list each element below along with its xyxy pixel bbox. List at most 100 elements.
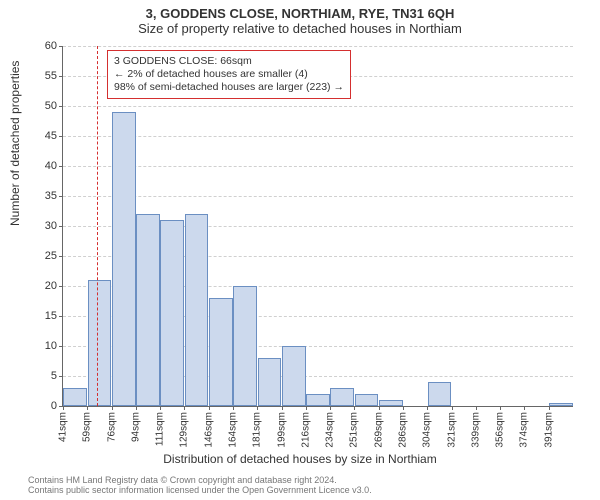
x-tick-label: 304sqm xyxy=(422,412,433,448)
x-tick-label: 41sqm xyxy=(58,412,69,442)
histogram-bar xyxy=(379,400,403,406)
y-tick-label: 35 xyxy=(35,190,57,202)
x-tick-label: 111sqm xyxy=(155,412,166,446)
histogram-bar xyxy=(233,286,257,406)
y-tick-mark xyxy=(59,226,63,227)
histogram-bar xyxy=(136,214,160,406)
y-tick-mark xyxy=(59,346,63,347)
x-tick-mark xyxy=(549,406,550,410)
gridline xyxy=(63,46,573,47)
y-tick-mark xyxy=(59,106,63,107)
page-subtitle: Size of property relative to detached ho… xyxy=(0,21,600,40)
x-axis-label: Distribution of detached houses by size … xyxy=(0,452,600,466)
y-tick-label: 10 xyxy=(35,340,57,352)
x-tick-label: 339sqm xyxy=(470,412,481,448)
histogram-bar xyxy=(355,394,379,406)
footer-attribution: Contains HM Land Registry data © Crown c… xyxy=(28,476,372,496)
annotation-line: 3 GODDENS CLOSE: 66sqm xyxy=(114,55,344,68)
x-tick-label: 321sqm xyxy=(446,412,457,448)
x-tick-mark xyxy=(87,406,88,410)
y-tick-label: 15 xyxy=(35,310,57,322)
y-axis-label: Number of detached properties xyxy=(8,61,22,226)
y-tick-mark xyxy=(59,76,63,77)
y-tick-mark xyxy=(59,316,63,317)
x-tick-label: 251sqm xyxy=(349,412,360,448)
x-tick-mark xyxy=(476,406,477,410)
y-tick-label: 25 xyxy=(35,250,57,262)
x-tick-mark xyxy=(379,406,380,410)
x-tick-mark xyxy=(524,406,525,410)
x-tick-mark xyxy=(136,406,137,410)
histogram-bar xyxy=(185,214,209,406)
y-tick-mark xyxy=(59,46,63,47)
histogram-chart: 05101520253035404550556041sqm59sqm76sqm9… xyxy=(62,46,573,407)
annotation-line: 98% of semi-detached houses are larger (… xyxy=(114,81,344,94)
x-tick-label: 374sqm xyxy=(519,412,530,448)
x-tick-mark xyxy=(354,406,355,410)
y-tick-mark xyxy=(59,376,63,377)
x-tick-label: 164sqm xyxy=(228,412,239,448)
x-tick-label: 286sqm xyxy=(398,412,409,448)
gridline xyxy=(63,106,573,107)
x-tick-label: 269sqm xyxy=(373,412,384,448)
x-tick-label: 59sqm xyxy=(82,412,93,442)
gridline xyxy=(63,166,573,167)
histogram-bar xyxy=(112,112,136,406)
histogram-bar xyxy=(282,346,306,406)
annotation-box: 3 GODDENS CLOSE: 66sqm← 2% of detached h… xyxy=(107,50,351,99)
x-tick-mark xyxy=(63,406,64,410)
y-tick-label: 40 xyxy=(35,160,57,172)
x-tick-label: 199sqm xyxy=(276,412,287,448)
histogram-bar xyxy=(428,382,452,406)
histogram-bar xyxy=(549,403,573,406)
y-tick-mark xyxy=(59,286,63,287)
y-tick-label: 50 xyxy=(35,100,57,112)
x-tick-label: 356sqm xyxy=(495,412,506,448)
histogram-bar xyxy=(330,388,354,406)
x-tick-mark xyxy=(160,406,161,410)
x-tick-mark xyxy=(112,406,113,410)
histogram-bar xyxy=(209,298,233,406)
y-tick-mark xyxy=(59,196,63,197)
x-tick-mark xyxy=(257,406,258,410)
histogram-bar xyxy=(258,358,282,406)
x-tick-mark xyxy=(282,406,283,410)
annotation-line: ← 2% of detached houses are smaller (4) xyxy=(114,68,344,81)
x-tick-label: 146sqm xyxy=(203,412,214,448)
x-tick-mark xyxy=(209,406,210,410)
y-tick-label: 20 xyxy=(35,280,57,292)
x-tick-mark xyxy=(403,406,404,410)
y-tick-mark xyxy=(59,166,63,167)
y-tick-label: 45 xyxy=(35,130,57,142)
page-title: 3, GODDENS CLOSE, NORTHIAM, RYE, TN31 6Q… xyxy=(0,0,600,21)
x-tick-mark xyxy=(500,406,501,410)
gridline xyxy=(63,136,573,137)
x-tick-mark xyxy=(306,406,307,410)
y-tick-label: 60 xyxy=(35,40,57,52)
histogram-bar xyxy=(306,394,330,406)
marker-line xyxy=(97,46,98,406)
histogram-bar xyxy=(63,388,87,406)
x-tick-mark xyxy=(233,406,234,410)
histogram-bar xyxy=(160,220,184,406)
x-tick-label: 234sqm xyxy=(325,412,336,448)
y-tick-mark xyxy=(59,256,63,257)
x-tick-label: 76sqm xyxy=(106,412,117,442)
y-tick-label: 5 xyxy=(35,370,57,382)
x-tick-mark xyxy=(184,406,185,410)
x-tick-mark xyxy=(330,406,331,410)
x-tick-mark xyxy=(452,406,453,410)
histogram-bar xyxy=(88,280,112,406)
x-tick-label: 391sqm xyxy=(543,412,554,448)
x-tick-label: 129sqm xyxy=(179,412,190,448)
y-tick-label: 30 xyxy=(35,220,57,232)
footer-line-2: Contains public sector information licen… xyxy=(28,486,372,496)
x-tick-label: 94sqm xyxy=(130,412,141,442)
y-tick-label: 55 xyxy=(35,70,57,82)
y-tick-mark xyxy=(59,136,63,137)
x-tick-mark xyxy=(427,406,428,410)
x-tick-label: 181sqm xyxy=(252,412,263,448)
gridline xyxy=(63,196,573,197)
y-tick-label: 0 xyxy=(35,400,57,412)
x-tick-label: 216sqm xyxy=(300,412,311,448)
